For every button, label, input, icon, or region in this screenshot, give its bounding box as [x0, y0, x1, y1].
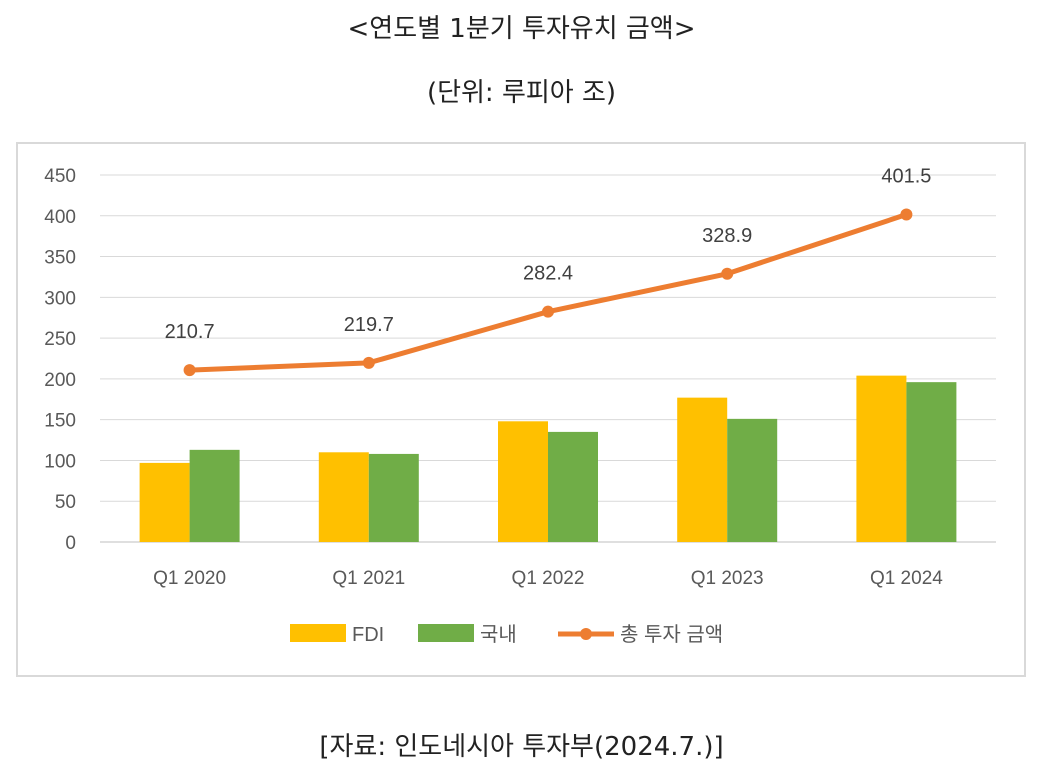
total-point — [900, 208, 913, 221]
total-line — [189, 212, 908, 373]
x-tick-label: Q1 2020 — [153, 568, 226, 589]
bar-fdi — [677, 397, 728, 542]
bar-fdi — [139, 462, 190, 542]
y-tick-label: 100 — [44, 451, 76, 472]
x-tick-label: Q1 2024 — [870, 568, 943, 589]
total-point — [362, 356, 375, 369]
chart-title: <연도별 1분기 투자유치 금액> — [347, 14, 696, 44]
y-tick-label: 300 — [44, 288, 76, 309]
y-tick-label: 250 — [44, 329, 76, 350]
bar-domestic — [906, 382, 957, 542]
y-tick-label: 400 — [44, 207, 76, 228]
total-line-series — [183, 208, 913, 377]
y-tick-label: 150 — [44, 411, 76, 432]
chart-unit-subtitle: (단위: 루피아 조) — [426, 78, 617, 108]
y-tick-label: 0 — [65, 533, 76, 554]
data-label: 210.7 — [165, 321, 215, 343]
bar-domestic — [368, 453, 419, 542]
legend-label-domestic: 국내 — [480, 623, 517, 646]
y-axis: 0 50 100 150 200 250 300 350 400 450 — [44, 166, 76, 554]
legend-swatch-domestic — [418, 624, 474, 642]
bar-fdi — [856, 375, 907, 542]
x-tick-label: Q1 2022 — [512, 568, 585, 589]
y-tick-label: 200 — [44, 370, 76, 391]
x-tick-label: Q1 2023 — [691, 568, 764, 589]
legend-label-fdi: FDI — [352, 624, 384, 646]
x-tick-label: Q1 2021 — [332, 568, 405, 589]
total-point — [721, 267, 734, 280]
total-point — [542, 305, 554, 318]
bar-domestic — [727, 418, 778, 542]
bar-domestic — [189, 449, 240, 542]
data-label: 328.9 — [702, 225, 752, 247]
chart-container: 0 50 100 150 200 250 300 350 400 450 Q1 2020 Q1 20… — [16, 142, 1026, 677]
bar-fdi — [498, 421, 548, 542]
source-note: [자료: 인도네시아 투자부(2024.7.)] — [319, 732, 724, 762]
legend-marker-total — [580, 628, 592, 640]
data-label: 401.5 — [881, 166, 931, 188]
y-tick-label: 450 — [44, 166, 76, 187]
legend-swatch-fdi — [290, 624, 346, 642]
data-label: 219.7 — [344, 314, 394, 336]
total-point — [183, 364, 196, 377]
data-labels: 210.7 219.7 282.4 328.9 401.5 — [165, 166, 932, 344]
y-tick-label: 50 — [55, 492, 76, 513]
gridlines — [100, 174, 996, 543]
bar-domestic — [548, 431, 598, 542]
legend: FDI 국내 총 투자 금액 — [290, 623, 723, 646]
y-tick-label: 350 — [44, 248, 76, 269]
legend-label-total: 총 투자 금액 — [620, 623, 723, 646]
x-axis: Q1 2020 Q1 2021 Q1 2022 Q1 2023 Q1 2024 — [153, 568, 943, 589]
bars — [139, 375, 957, 542]
bar-fdi — [318, 452, 369, 542]
data-label: 282.4 — [523, 263, 573, 285]
